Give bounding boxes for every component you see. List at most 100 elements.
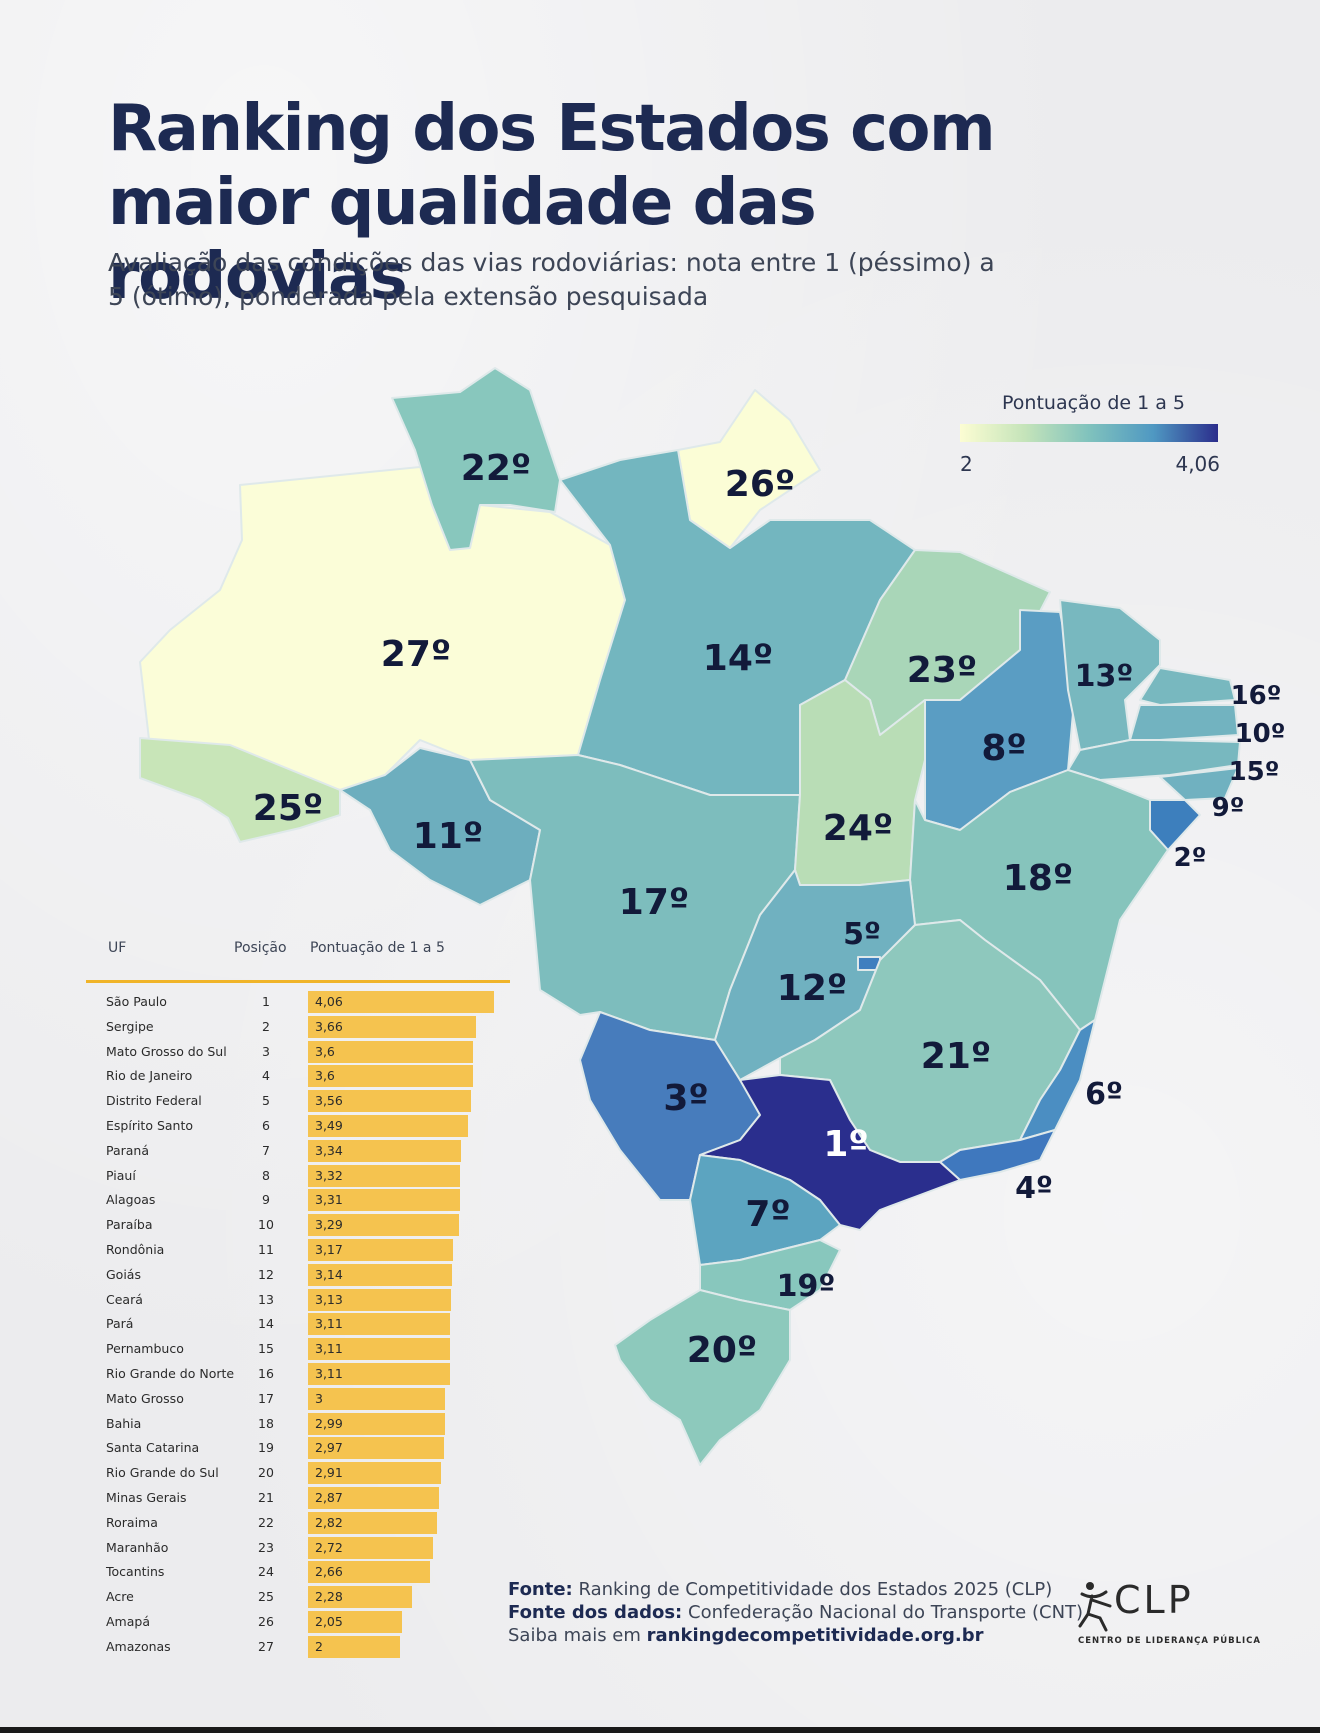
- table-row: Maranhão 23 2,72: [86, 1536, 510, 1560]
- cell-position: 9: [262, 1192, 270, 1208]
- legend-min-label: 2: [960, 452, 973, 476]
- score-bar: [308, 1164, 460, 1187]
- cell-position: 26: [258, 1614, 274, 1629]
- score-bar: [308, 1239, 453, 1261]
- label-am: 27º: [381, 634, 451, 675]
- label-ap: 26º: [725, 464, 795, 505]
- cell-position: 23: [258, 1539, 274, 1555]
- header-position: Posição: [234, 940, 287, 956]
- label-pb: 10º: [1235, 719, 1286, 749]
- cell-score: 3,14: [315, 1266, 343, 1282]
- cell-position: 11: [258, 1242, 274, 1257]
- cell-position: 2: [262, 1018, 270, 1034]
- state-al: [1159, 767, 1239, 801]
- cell-position: 3: [262, 1043, 270, 1059]
- cell-score: 3,56: [315, 1093, 343, 1109]
- state-rj: [939, 1129, 1056, 1181]
- label-pa: 14º: [703, 638, 773, 679]
- state-rr: [391, 367, 561, 551]
- score-bar: [308, 1437, 444, 1460]
- score-bar: [308, 1462, 441, 1485]
- footer-line-source: Fonte: Ranking de Competitividade dos Es…: [508, 1578, 1083, 1601]
- cell-uf: Mato Grosso do Sul: [106, 1043, 227, 1059]
- table-row: Mato Grosso 17 3: [86, 1387, 510, 1411]
- cell-uf: Tocantins: [106, 1564, 165, 1580]
- label-ma: 23º: [907, 650, 977, 691]
- table-row: São Paulo 1 4,06: [86, 990, 510, 1014]
- table-row: Paraná 7 3,34: [86, 1139, 510, 1163]
- state-rn: [1139, 667, 1236, 706]
- table-row: Tocantins 24 2,66: [86, 1560, 510, 1584]
- cell-position: 20: [258, 1465, 274, 1481]
- cell-uf: Santa Catarina: [106, 1440, 200, 1456]
- score-bar: [308, 1065, 473, 1088]
- score-bar: [308, 1487, 439, 1509]
- data-text: Confederação Nacional do Transporte (CNT…: [688, 1602, 1084, 1623]
- cell-score: 2,05: [315, 1614, 343, 1629]
- cell-score: 3,32: [315, 1167, 343, 1183]
- table-row: Roraima 22 2,82: [86, 1511, 510, 1535]
- score-bar: [308, 1189, 460, 1212]
- label-ro: 11º: [413, 816, 483, 857]
- cell-position: 27: [258, 1638, 274, 1654]
- cell-uf: Goiás: [106, 1266, 141, 1282]
- page-subtitle: Avaliação das condições das vias rodoviá…: [108, 248, 995, 311]
- table-row: Ceará 13 3,13: [86, 1288, 510, 1312]
- state-pb: [1129, 704, 1239, 741]
- score-bar: [308, 1214, 459, 1237]
- label-df: 5º: [843, 917, 881, 952]
- cell-position: 8: [262, 1167, 270, 1183]
- cell-uf: Pará: [106, 1316, 134, 1332]
- table-row: Espírito Santo 6 3,49: [86, 1114, 510, 1138]
- table-row: Sergipe 2 3,66: [86, 1015, 510, 1039]
- cell-position: 17: [258, 1390, 274, 1406]
- more-link[interactable]: rankingdecompetitividade.org.br: [646, 1625, 984, 1646]
- table-row: Santa Catarina 19 2,97: [86, 1436, 510, 1460]
- label-ac: 25º: [253, 788, 323, 829]
- table-row: Rio Grande do Norte 16 3,11: [86, 1362, 510, 1386]
- table-row: Distrito Federal 5 3,56: [86, 1089, 510, 1113]
- score-bar: [308, 1561, 430, 1584]
- table-row: Paraíba 10 3,29: [86, 1213, 510, 1237]
- cell-score: 3,11: [315, 1316, 343, 1332]
- cell-uf: São Paulo: [106, 994, 167, 1009]
- cell-score: 4,06: [315, 994, 343, 1009]
- cell-position: 4: [262, 1068, 270, 1084]
- cell-uf: Bahia: [106, 1415, 142, 1431]
- score-bar: [308, 1536, 433, 1559]
- cell-position: 19: [258, 1440, 274, 1456]
- score-bar: [308, 1412, 445, 1435]
- table-row: Amazonas 27 2: [86, 1635, 510, 1659]
- cell-uf: Paraíba: [106, 1217, 153, 1233]
- cell-position: 14: [258, 1316, 274, 1332]
- cell-position: 15: [258, 1341, 274, 1357]
- legend-gradient-bar: [960, 424, 1218, 442]
- state-pe: [1067, 739, 1241, 781]
- score-bar: [308, 1040, 473, 1063]
- header-uf: UF: [108, 940, 127, 956]
- data-label: Fonte dos dados:: [508, 1602, 683, 1623]
- legend-title: Pontuação de 1 a 5: [1002, 392, 1186, 414]
- state-ac: [139, 737, 341, 843]
- cell-position: 21: [258, 1490, 274, 1505]
- label-go: 12º: [777, 968, 847, 1009]
- label-sc: 19º: [777, 1269, 836, 1304]
- cell-position: 5: [262, 1093, 270, 1109]
- score-bar: [308, 1263, 452, 1286]
- cell-position: 22: [258, 1514, 274, 1530]
- label-ba: 18º: [1003, 858, 1073, 899]
- cell-score: 3,34: [315, 1142, 343, 1158]
- cell-position: 13: [258, 1291, 274, 1307]
- cell-position: 12: [258, 1266, 274, 1282]
- cell-uf: Roraima: [106, 1514, 158, 1530]
- cell-score: 3,13: [315, 1291, 343, 1307]
- clp-wordmark: CLP: [1114, 1578, 1194, 1622]
- table-row: Alagoas 9 3,31: [86, 1188, 510, 1212]
- cell-score: 3,11: [315, 1366, 343, 1381]
- cell-position: 1: [262, 994, 270, 1009]
- label-mg: 21º: [921, 1036, 991, 1077]
- cell-uf: Minas Gerais: [106, 1490, 187, 1505]
- cell-score: 3,29: [315, 1217, 343, 1233]
- label-to: 24º: [823, 808, 893, 849]
- score-bar: [308, 1338, 450, 1361]
